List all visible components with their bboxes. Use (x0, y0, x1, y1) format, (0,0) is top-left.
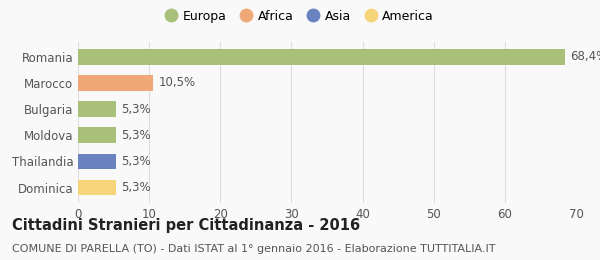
Bar (78, 180, 116, 196)
Text: COMUNE DI PARELLA (TO) - Dati ISTAT al 1° gennaio 2016 - Elaborazione TUTTITALIA: COMUNE DI PARELLA (TO) - Dati ISTAT al 1… (12, 244, 496, 254)
Legend: Europa, Africa, Asia, America: Europa, Africa, Asia, America (163, 6, 437, 27)
Text: 10,5%: 10,5% (158, 76, 196, 89)
Bar (78, 127, 116, 143)
Bar (78, 49, 565, 65)
Text: 5,3%: 5,3% (121, 155, 151, 168)
Text: 68,4%: 68,4% (571, 50, 600, 63)
Text: 5,3%: 5,3% (121, 181, 151, 194)
Text: 5,3%: 5,3% (121, 103, 151, 116)
Text: 5,3%: 5,3% (121, 129, 151, 142)
Text: Cittadini Stranieri per Cittadinanza - 2016: Cittadini Stranieri per Cittadinanza - 2… (12, 218, 360, 233)
Bar (78, 75, 152, 91)
Bar (78, 154, 116, 169)
Bar (78, 101, 116, 117)
